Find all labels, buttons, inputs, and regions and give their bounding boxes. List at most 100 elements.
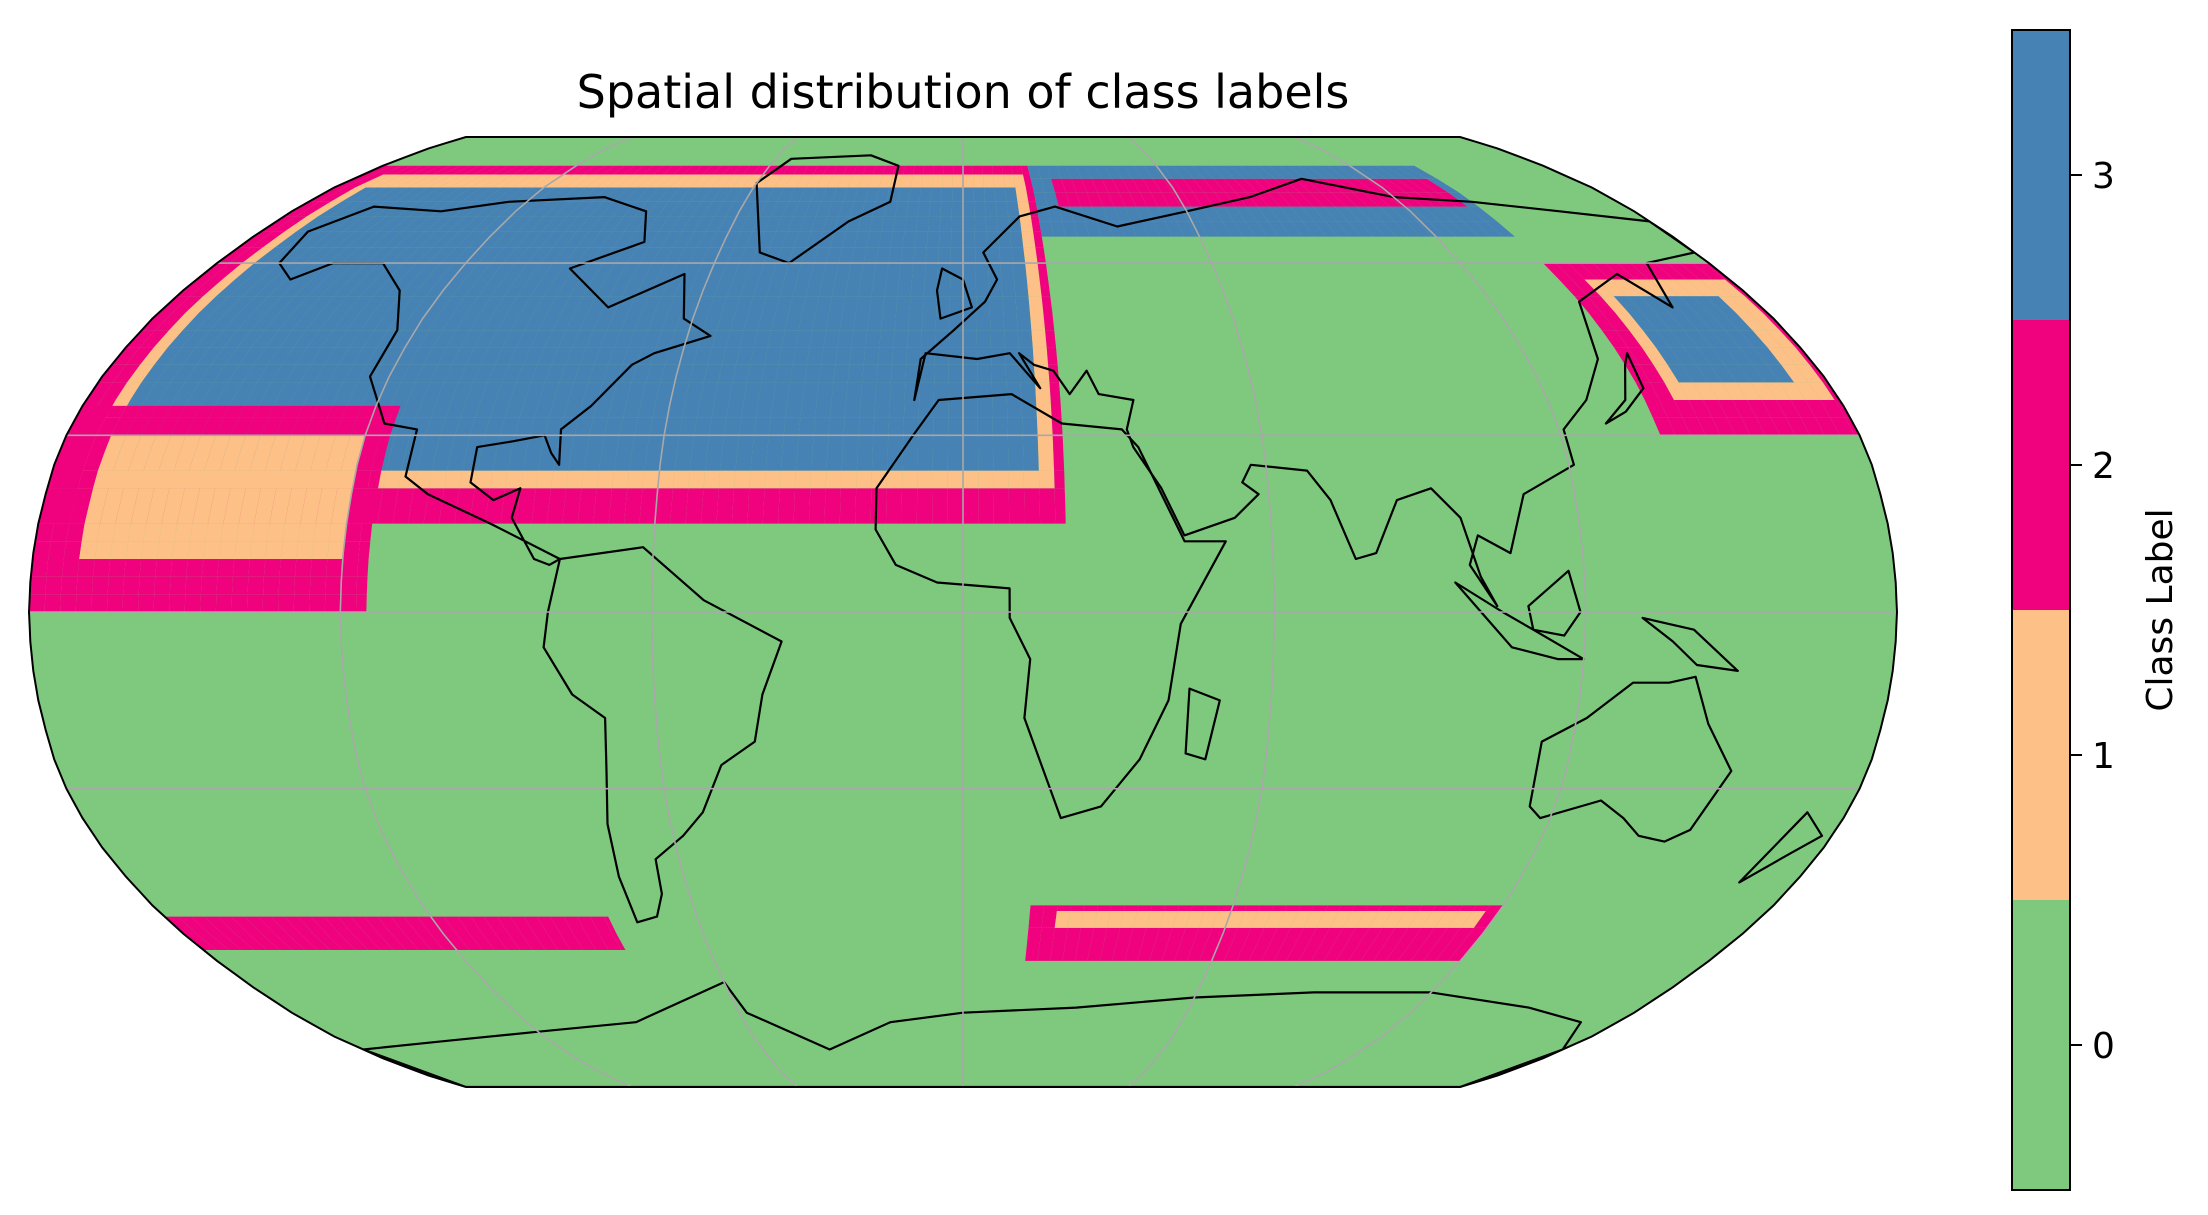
- class-cell-region-5: [510, 916, 535, 934]
- class-cell-region-0: [184, 364, 211, 383]
- class-cell-region-1: [215, 417, 239, 436]
- class-cell-region-0: [857, 216, 873, 232]
- class-cell-region-0: [988, 279, 1003, 297]
- class-cell-region-0: [487, 488, 506, 506]
- class-cell-region-0: [347, 231, 379, 248]
- class-cell-region-4: [1282, 927, 1304, 945]
- class-cell-region-4: [1149, 944, 1168, 961]
- class-cell-region-0: [800, 400, 817, 418]
- class-cell-region-4: [1062, 944, 1078, 961]
- class-cell-region-4: [1335, 944, 1359, 961]
- class-cell-region-0: [923, 279, 938, 297]
- class-cell-region-0: [839, 313, 856, 331]
- class-cell-region-0: [830, 231, 846, 248]
- class-cell-region-0: [688, 470, 705, 489]
- class-cell-region-0: [984, 201, 997, 217]
- class-cell-region-0: [430, 400, 452, 418]
- class-cell-region-0: [665, 347, 684, 365]
- class-cell-region-0: [654, 296, 675, 313]
- class-cell-region-4: [1365, 905, 1382, 911]
- class-cell-region-0: [977, 417, 993, 436]
- class-cell-region-0: [858, 279, 874, 297]
- class-cell-region-0: [601, 231, 624, 248]
- class-cell-region-5: [550, 916, 574, 934]
- class-cell-region-0: [889, 400, 905, 418]
- class-cell-region-0: [974, 231, 988, 248]
- class-cell-region-0: [490, 263, 516, 280]
- class-cell-region-0: [577, 247, 601, 264]
- class-cell-region-0: [702, 488, 719, 506]
- class-cell-region-0: [853, 165, 867, 175]
- class-cell-region-5: [235, 933, 267, 950]
- class-cell-region-4: [1052, 927, 1068, 945]
- class-cell-region-1: [345, 435, 366, 453]
- class-cell-region-0: [826, 453, 843, 471]
- class-cell-region-0: [609, 279, 631, 297]
- class-cell-region-1: [130, 506, 151, 524]
- class-cell-region-0: [974, 216, 987, 232]
- class-cell-region-0: [286, 263, 317, 280]
- class-cell-region-0: [638, 174, 664, 188]
- class-cell-region-4: [1218, 927, 1239, 945]
- class-cell-region-3: [1172, 165, 1194, 179]
- class-cell-region-0: [741, 400, 759, 418]
- class-cell-region-4: [1204, 905, 1220, 911]
- class-cell-region-1: [185, 417, 210, 436]
- class-cell-region-1: [230, 470, 250, 489]
- class-cell-region-1: [224, 435, 246, 453]
- class-cell-region-0: [693, 216, 715, 232]
- class-cell-region-0: [679, 187, 701, 202]
- class-cell-region-4: [1211, 944, 1232, 961]
- class-cell-region-0: [763, 174, 784, 188]
- class-cell-region-0: [855, 506, 871, 524]
- class-cell-region-2: [1738, 330, 1768, 348]
- class-cell-region-0: [999, 247, 1013, 264]
- class-cell-region-0: [813, 247, 831, 264]
- class-cell-region-0: [360, 279, 389, 297]
- class-cell-region-0: [670, 382, 690, 400]
- class-cell-region-0: [963, 165, 973, 175]
- class-cell-region-4: [1090, 927, 1108, 945]
- class-cell-region-1: [75, 594, 92, 612]
- class-cell-region-0: [533, 201, 560, 217]
- class-cell-region-1: [238, 405, 259, 418]
- class-cell-region-3: [1125, 206, 1143, 222]
- class-cell-region-0: [939, 216, 952, 232]
- class-cell-region-3: [1267, 192, 1291, 207]
- class-cell-region-0: [646, 435, 665, 453]
- class-cell-region-0: [878, 231, 893, 248]
- class-cell-region-0: [882, 296, 898, 313]
- class-cell-region-0: [770, 400, 788, 418]
- class-cell-region-0: [252, 296, 282, 313]
- class-cell-region-2: [1626, 296, 1656, 313]
- class-cell-region-0: [733, 231, 753, 248]
- class-cell-region-1: [66, 417, 91, 436]
- class-cell-region-0: [1032, 347, 1049, 365]
- class-cell-region-3: [1309, 192, 1335, 207]
- class-cell-region-0: [321, 279, 350, 297]
- class-cell-region-0: [537, 347, 559, 365]
- class-cell-region-0: [734, 470, 751, 489]
- class-cell-region-0: [1008, 216, 1022, 232]
- class-cell-region-0: [973, 174, 984, 188]
- class-cell-region-0: [795, 470, 812, 489]
- class-cell-region-0: [753, 165, 770, 175]
- class-cell-region-5: [231, 916, 262, 934]
- class-cell-region-0: [242, 247, 276, 264]
- class-cell-region-0: [460, 330, 484, 348]
- class-cell-region-0: [525, 313, 548, 331]
- class-cell-region-2: [1543, 263, 1572, 280]
- class-cell-region-2: [1648, 279, 1680, 297]
- class-cell-region-0: [171, 296, 204, 313]
- coast-eurasia: [913, 177, 1696, 608]
- class-cell-region-0: [963, 263, 976, 280]
- class-cell-region-0: [141, 364, 169, 383]
- class-cell-region-3: [1256, 221, 1279, 237]
- class-cell-region-0: [225, 296, 256, 313]
- class-cell-region-0: [652, 400, 671, 418]
- class-cell-region-1: [295, 453, 316, 471]
- class-cell-region-1: [306, 470, 326, 489]
- class-cell-region-0: [984, 187, 996, 202]
- class-cell-region-0: [235, 263, 267, 280]
- class-cell-region-2: [1635, 279, 1667, 297]
